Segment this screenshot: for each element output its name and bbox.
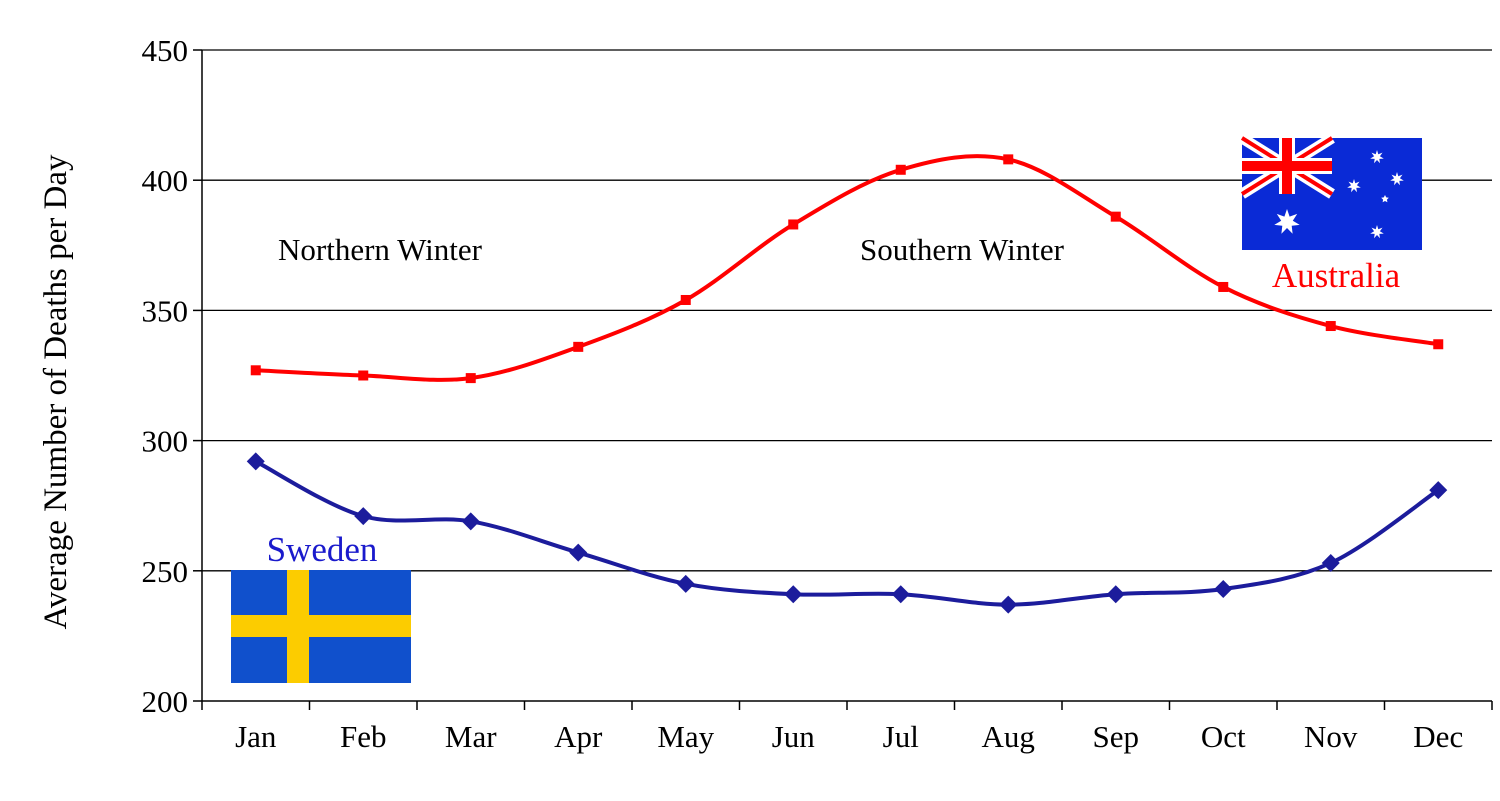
x-tick-label: Aug <box>982 719 1035 754</box>
x-tick-label: Nov <box>1304 719 1358 754</box>
x-tick-label: Oct <box>1201 719 1246 754</box>
x-tick-label: Jan <box>235 719 277 754</box>
y-tick-label: 200 <box>142 684 189 719</box>
data-point-australia <box>788 219 799 230</box>
x-tick-label: Dec <box>1413 719 1463 754</box>
data-point-australia <box>680 294 691 305</box>
series-layer <box>246 154 1448 614</box>
southern-cross-stars <box>1274 150 1404 239</box>
australia-label: Australia <box>1272 256 1401 295</box>
data-point-sweden <box>676 574 695 593</box>
x-axis-ticks: Jan Feb Mar Apr May Jun Jul Aug Sep Oct Nov Dec <box>201 701 1493 754</box>
grid-lines <box>202 49 1492 572</box>
data-point-sweden <box>999 595 1018 614</box>
x-tick-label: Sep <box>1093 719 1140 754</box>
x-tick-label: Jul <box>883 719 919 754</box>
data-point-sweden <box>784 585 803 604</box>
data-point-sweden <box>1321 553 1340 572</box>
series-sweden <box>246 452 1448 614</box>
union-jack-canton <box>1239 133 1335 199</box>
data-point-australia <box>250 365 261 376</box>
data-point-australia <box>1325 321 1336 332</box>
data-point-australia <box>1433 339 1444 350</box>
australia-flag <box>1239 133 1422 250</box>
data-point-australia <box>573 341 584 352</box>
star-icon <box>1381 195 1389 203</box>
x-tick-label: Apr <box>554 719 603 754</box>
y-axis-ticks: 200 250 300 350 400 450 <box>142 33 202 719</box>
annotation-southern-winter: Southern Winter <box>860 232 1065 267</box>
sweden-label: Sweden <box>267 530 378 569</box>
y-tick-label: 400 <box>142 163 189 198</box>
data-point-australia <box>358 370 369 381</box>
annotation-northern-winter: Northern Winter <box>278 232 483 267</box>
star-icon <box>1274 209 1300 234</box>
data-point-sweden <box>569 543 588 562</box>
data-point-sweden <box>1429 481 1448 500</box>
y-tick-label: 450 <box>142 33 189 68</box>
data-point-australia <box>1218 281 1229 292</box>
data-point-sweden <box>354 507 373 526</box>
x-tick-label: May <box>657 719 714 754</box>
sweden-flag <box>231 570 411 683</box>
star-icon <box>1370 225 1384 239</box>
y-tick-label: 250 <box>142 554 189 589</box>
y-tick-label: 300 <box>142 424 189 459</box>
data-point-australia <box>1003 154 1014 165</box>
y-axis-label: Average Number of Deaths per Day <box>38 154 74 629</box>
x-tick-label: Jun <box>772 719 816 754</box>
x-tick-label: Feb <box>340 719 387 754</box>
y-tick-label: 350 <box>142 293 189 328</box>
data-point-australia <box>895 164 906 175</box>
star-icon <box>1347 179 1361 193</box>
star-icon <box>1390 172 1404 186</box>
x-tick-label: Mar <box>445 719 497 754</box>
data-point-sweden <box>1214 580 1233 599</box>
data-point-sweden <box>461 512 480 531</box>
data-point-australia <box>465 373 476 384</box>
data-point-sweden <box>246 452 265 471</box>
data-point-sweden <box>1106 585 1125 604</box>
star-icon <box>1370 150 1384 164</box>
series-line-sweden <box>254 459 1440 607</box>
data-point-sweden <box>891 585 910 604</box>
data-point-australia <box>1110 211 1121 222</box>
series-australia <box>250 154 1444 384</box>
